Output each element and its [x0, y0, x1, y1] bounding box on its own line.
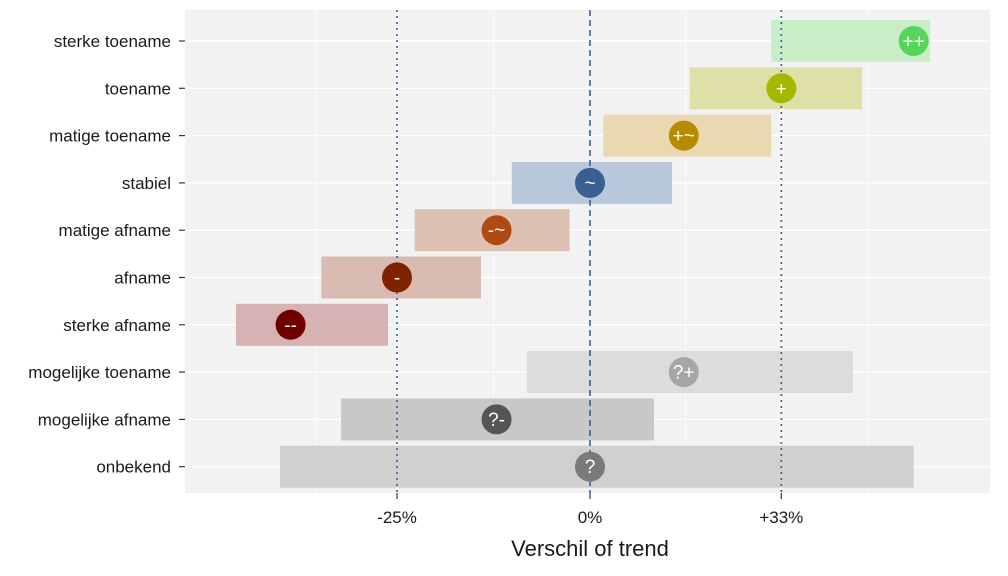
estimate-symbol: -~ [488, 221, 505, 242]
estimate-symbol: +~ [673, 126, 695, 147]
y-tick-label: mogelijke afname [38, 410, 171, 429]
estimate-point [481, 404, 512, 435]
estimate-point [575, 451, 605, 482]
estimate-symbol: - [394, 268, 400, 289]
estimate-symbol: ~ [584, 173, 595, 194]
estimate-point [898, 26, 929, 56]
estimate-symbol: ?- [488, 410, 505, 431]
estimate-symbol: -- [284, 315, 297, 336]
x-axis-title: Verschil of trend [511, 536, 669, 561]
estimate-point [766, 73, 797, 104]
estimate-symbol: ? [585, 457, 596, 478]
estimate-symbol: + [776, 79, 787, 100]
estimate-point [275, 309, 306, 340]
estimate-point [481, 215, 512, 246]
y-tick-label: sterke afname [63, 316, 171, 335]
y-tick-label: afname [114, 269, 171, 288]
estimate-point [668, 120, 699, 151]
estimate-symbol: ?+ [673, 363, 695, 384]
estimate-point [382, 262, 412, 293]
x-tick-label: -25% [377, 508, 417, 527]
y-tick-label: sterke toename [54, 32, 171, 51]
interval-band [236, 303, 388, 346]
y-tick-label: onbekend [96, 458, 171, 477]
y-axis-labels: sterke toename toename matige toename stabi… [28, 32, 185, 477]
x-tick-label: +33% [759, 508, 803, 527]
estimate-symbol: ++ [903, 32, 925, 53]
y-tick-label: toename [105, 79, 171, 98]
x-axis-ticks: -25% 0% +33% [377, 493, 803, 527]
estimate-point [668, 357, 699, 388]
y-tick-label: matige toename [49, 127, 171, 146]
y-tick-label: mogelijke toename [28, 363, 171, 382]
y-tick-label: stabiel [122, 174, 171, 193]
reference-lines [396, 10, 783, 493]
x-tick-label: 0% [578, 508, 603, 527]
estimate-point [575, 167, 605, 198]
estimate-points: ++++~~-~---?+?-? [275, 26, 929, 482]
y-tick-label: matige afname [59, 221, 171, 240]
